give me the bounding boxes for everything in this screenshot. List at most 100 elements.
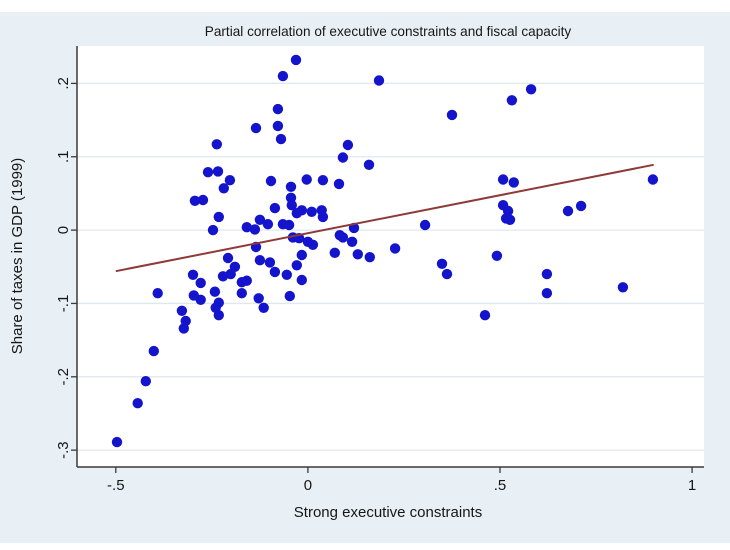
data-point <box>262 219 274 230</box>
data-point <box>132 398 143 409</box>
data-point <box>504 214 516 225</box>
data-point <box>291 260 302 271</box>
data-point <box>479 310 491 321</box>
data-point <box>307 239 319 250</box>
data-point <box>224 175 236 186</box>
data-point <box>419 219 431 231</box>
data-point <box>254 255 266 266</box>
y-axis-label: Share of taxes in GDP (1999) <box>9 158 26 355</box>
data-point <box>152 288 163 299</box>
y-tick-label: -.1 <box>55 295 72 313</box>
data-point <box>264 257 276 268</box>
data-point <box>317 211 329 223</box>
data-point <box>617 282 629 293</box>
data-point <box>265 175 277 187</box>
data-point <box>283 219 295 231</box>
data-point <box>329 247 340 258</box>
data-point <box>281 269 292 280</box>
data-point <box>363 159 375 170</box>
data-point <box>562 205 574 217</box>
data-point <box>148 345 159 357</box>
data-point <box>213 211 224 223</box>
data-point <box>285 181 297 192</box>
data-point <box>277 70 289 82</box>
data-point <box>212 166 224 177</box>
data-point <box>197 194 209 206</box>
data-point <box>441 268 453 280</box>
y-tick-label: .2 <box>55 77 72 90</box>
x-axis-label: Strong executive constraints <box>294 504 482 521</box>
y-tick-label: .1 <box>55 150 72 163</box>
data-point <box>272 120 284 132</box>
y-axis-ticks: .2 .1 0 -.1 -.2 -.3 <box>55 77 77 459</box>
data-point <box>337 152 349 163</box>
scatter-points <box>111 54 659 448</box>
data-point <box>222 252 234 264</box>
data-point <box>306 206 317 217</box>
data-point <box>508 177 519 188</box>
data-point <box>275 133 287 145</box>
data-point <box>290 54 302 66</box>
data-point <box>286 200 297 211</box>
data-point <box>436 258 448 269</box>
data-point <box>140 376 151 387</box>
data-point <box>575 200 587 212</box>
data-point <box>241 275 252 286</box>
data-point <box>187 269 199 280</box>
data-point <box>525 84 537 95</box>
data-point <box>195 277 206 289</box>
x-axis-ticks: -.5 0 .5 1 <box>107 467 696 494</box>
x-tick-label: .5 <box>494 477 507 494</box>
data-point <box>296 274 307 286</box>
plot-area <box>77 46 704 467</box>
data-point <box>269 266 281 278</box>
data-point <box>207 224 219 236</box>
data-point <box>176 305 188 316</box>
data-point <box>241 222 252 233</box>
data-point <box>301 174 312 185</box>
data-point <box>258 302 269 313</box>
data-point <box>195 294 206 305</box>
data-point <box>269 202 281 214</box>
data-point <box>218 183 229 194</box>
data-point <box>253 293 264 304</box>
y-tick-label: -.3 <box>55 441 72 459</box>
data-point <box>178 323 189 334</box>
data-point <box>373 75 385 86</box>
data-point <box>211 139 222 150</box>
data-point <box>296 249 307 261</box>
data-point <box>249 224 261 235</box>
data-point <box>250 122 262 134</box>
data-point <box>346 236 358 247</box>
data-point <box>202 167 214 178</box>
data-point <box>506 95 518 106</box>
data-point <box>291 208 302 219</box>
data-point <box>225 268 236 280</box>
data-point <box>342 139 354 151</box>
data-point <box>111 436 123 448</box>
data-point <box>647 174 659 185</box>
fit-line <box>115 163 654 273</box>
data-point <box>317 175 329 186</box>
data-point <box>364 252 375 263</box>
data-point <box>236 288 247 299</box>
x-tick-label: 0 <box>304 477 312 494</box>
data-point <box>189 195 201 206</box>
data-point <box>213 310 224 321</box>
data-point <box>497 174 509 185</box>
data-point <box>333 178 345 190</box>
data-point <box>352 249 363 260</box>
gridlines <box>77 82 704 451</box>
chart-title: Partial correlation of executive constra… <box>205 24 572 39</box>
data-point <box>284 290 295 302</box>
data-point <box>209 286 221 297</box>
y-tick-label: 0 <box>55 226 72 234</box>
data-point <box>541 288 553 299</box>
data-point <box>541 268 553 280</box>
data-point <box>389 243 401 254</box>
data-point <box>272 103 284 115</box>
x-tick-label: 1 <box>688 477 696 494</box>
x-tick-label: -.5 <box>107 477 125 494</box>
